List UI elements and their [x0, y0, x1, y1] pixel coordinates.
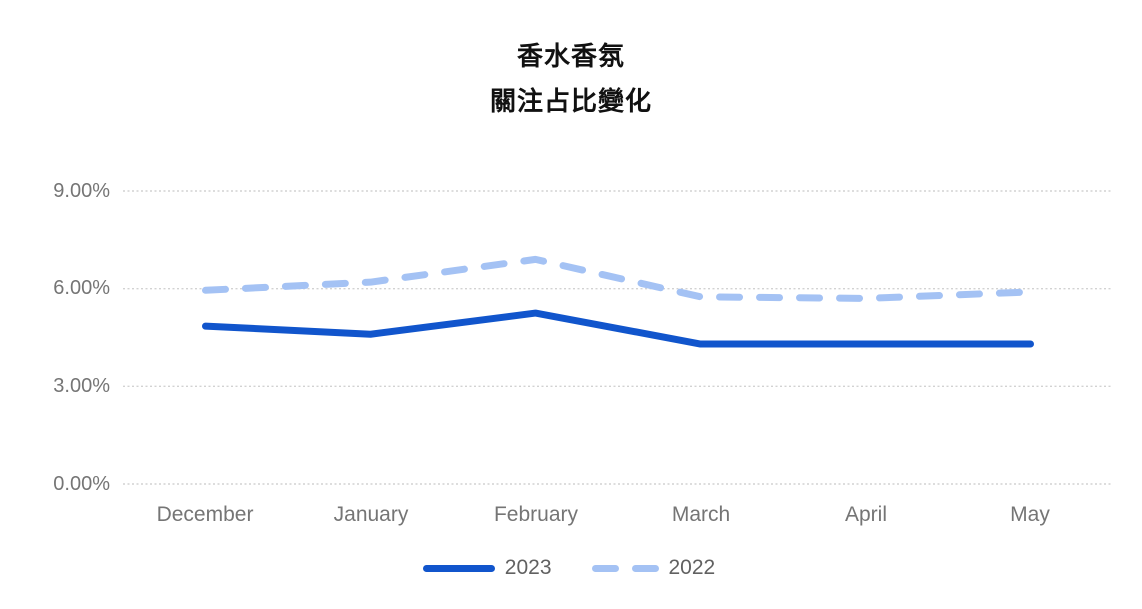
gridlines — [123, 190, 1113, 485]
legend-label-2022: 2022 — [668, 556, 716, 579]
x-axis-label-april: April — [844, 503, 888, 526]
series-line-2022 — [202, 255, 1034, 302]
legend-line-2022-dashed-sample — [591, 564, 659, 572]
chart-legend: 2023 2022 — [0, 556, 1138, 580]
y-axis-tick-6: 6.00% — [53, 277, 110, 299]
y-axis-tick-9: 9.00% — [53, 180, 110, 202]
legend-dash-segment — [631, 564, 659, 572]
x-axis-label-may: May — [1010, 503, 1050, 526]
legend-dash-segment — [591, 564, 619, 572]
chart-title-line1: 香水香氛 — [516, 41, 625, 71]
legend-item-2023: 2023 — [422, 556, 552, 580]
series-lines — [202, 255, 1034, 348]
chart-title: 香水香氛 關注占比變化 — [0, 34, 1142, 124]
x-axis-label-march: March — [671, 503, 731, 526]
legend-label-2023: 2023 — [504, 556, 552, 579]
x-axis-label-february: February — [493, 503, 579, 526]
x-axis-label-december: December — [156, 503, 254, 526]
legend-item-2022: 2022 — [564, 556, 716, 580]
legend-line-2023-solid-sample — [422, 564, 495, 572]
y-axis-tick-3: 3.00% — [53, 375, 110, 397]
series-line-2023 — [202, 309, 1034, 348]
chart-title-line2: 關注占比變化 — [489, 86, 652, 116]
x-axis-label-january: January — [333, 503, 409, 526]
y-axis-tick-0: 0.00% — [53, 473, 110, 495]
